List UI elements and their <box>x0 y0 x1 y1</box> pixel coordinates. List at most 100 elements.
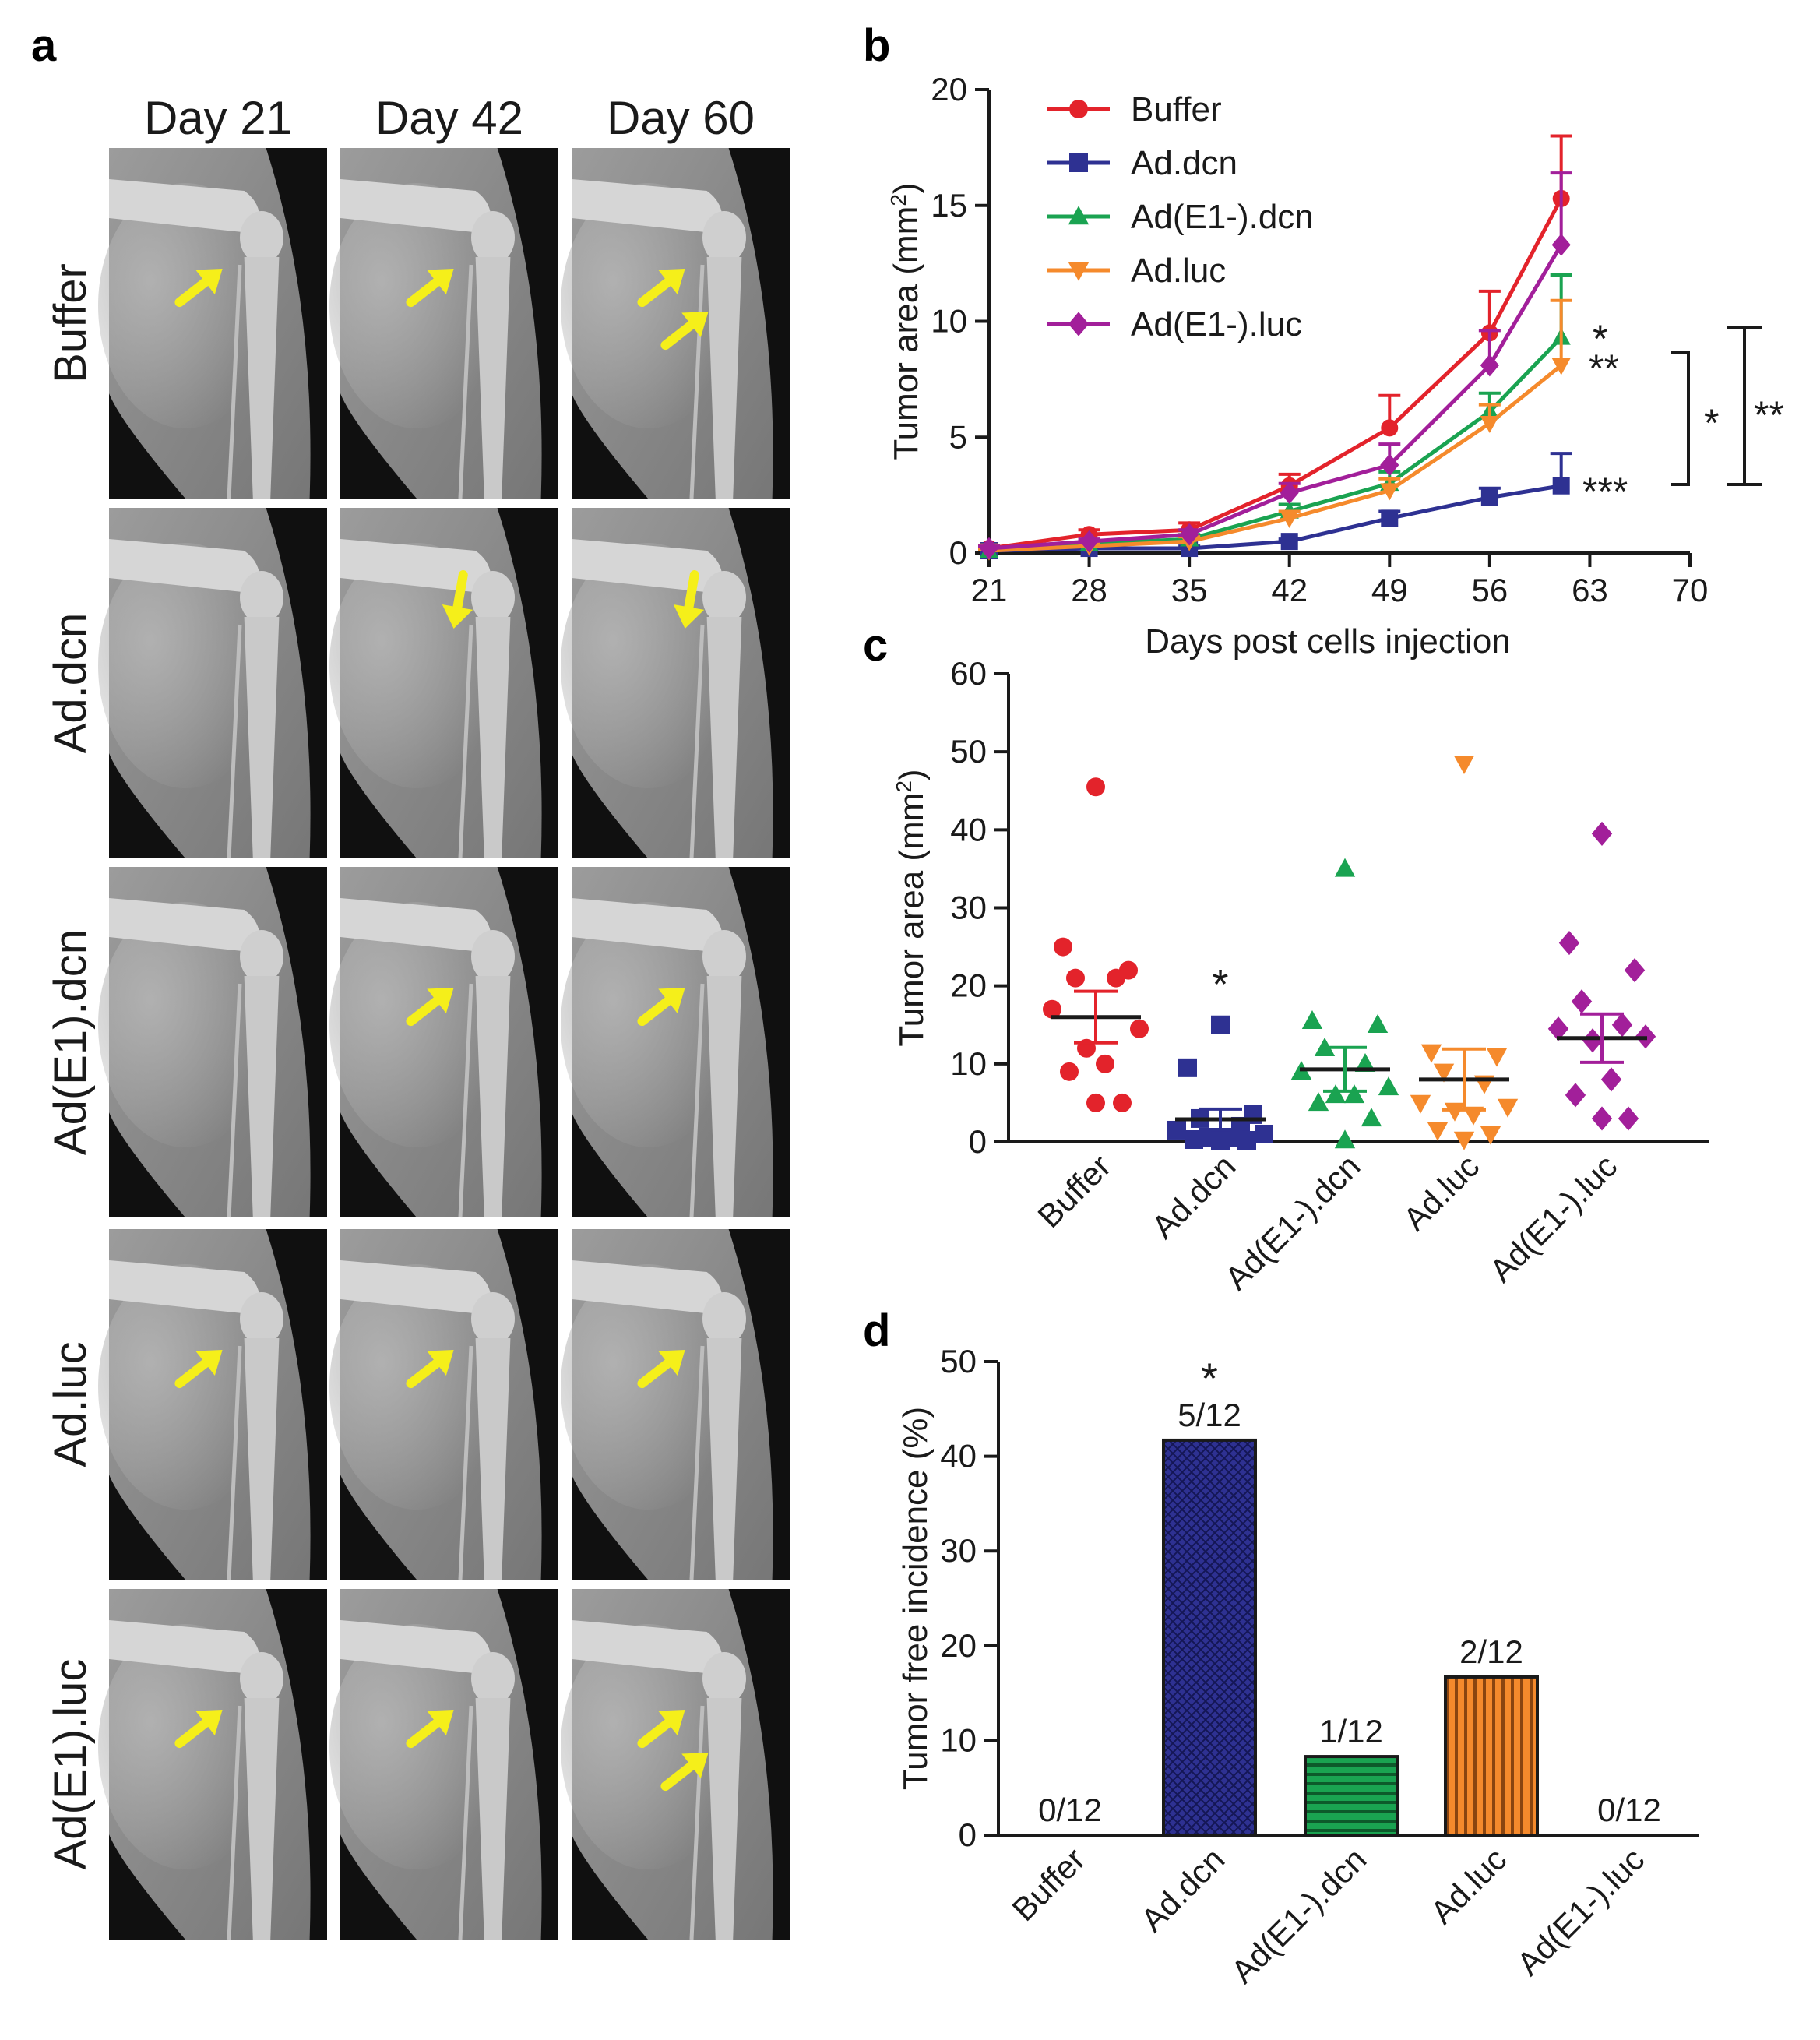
data-point <box>1060 1062 1079 1081</box>
legend-label: Ad(E1-).dcn <box>1131 198 1314 236</box>
legend-marker <box>1068 262 1090 281</box>
fibula-bone <box>458 983 473 1218</box>
legend-marker <box>1068 312 1090 336</box>
xray-image <box>98 508 327 859</box>
panel-b-letter: b <box>863 20 890 71</box>
data-point <box>1167 1120 1186 1140</box>
fibula-bone <box>227 983 242 1218</box>
femur-bone <box>109 1620 260 1675</box>
knee-joint <box>702 211 746 264</box>
tissue-glow <box>98 1264 273 1510</box>
bar-ad-luc <box>1444 1675 1539 1837</box>
data-point <box>1280 533 1298 551</box>
data-point <box>1113 1093 1132 1112</box>
data-point <box>1308 1092 1329 1112</box>
arrow-head <box>195 1710 223 1735</box>
panel-a: a Day 21 Day 42 Day 60 Buffer Ad.dcn Ad(E1).… <box>31 20 790 1940</box>
knee-joint <box>240 1652 283 1705</box>
y-tick-label: 30 <box>940 1532 977 1569</box>
tissue-glow <box>98 543 273 788</box>
series-line <box>988 244 1563 551</box>
tibia-bone <box>244 617 280 858</box>
data-point <box>1591 821 1613 846</box>
group-label: Buffer <box>45 263 96 383</box>
x-tick-label: 28 <box>1071 572 1107 608</box>
xray-image-grid <box>98 148 790 1940</box>
bar-ad-e1-dcn <box>1304 1755 1399 1837</box>
bar-label: 0/12 <box>1597 1792 1661 1828</box>
arrow-icon <box>637 988 685 1027</box>
femur-bone <box>109 898 260 953</box>
x-tick-label: Buffer <box>1030 1147 1118 1235</box>
tissue-glow <box>329 183 504 428</box>
data-point <box>1453 1131 1475 1150</box>
data-point <box>1547 1016 1569 1041</box>
data-point <box>1433 1063 1455 1083</box>
arrow-head <box>427 1710 454 1735</box>
data-point <box>1255 1124 1273 1143</box>
day-header: Day 42 <box>375 92 523 144</box>
series-line <box>988 197 1563 551</box>
y-tick-label: 0 <box>969 1123 987 1160</box>
arrow-head <box>658 1350 685 1376</box>
x-tick-label: 42 <box>1271 572 1308 608</box>
xray-image <box>561 1229 790 1580</box>
tibia-bone <box>244 1698 280 1940</box>
tibia-bone <box>706 976 742 1217</box>
tissue-glow <box>329 1624 504 1869</box>
y-tick-label: 50 <box>950 733 987 770</box>
data-point <box>1066 968 1085 988</box>
femur-bone <box>572 1620 723 1675</box>
bracket-label: * <box>1704 401 1719 445</box>
legend-label: Ad(E1-).luc <box>1131 305 1302 344</box>
femur-bone <box>572 1260 723 1315</box>
tissue-glow <box>98 1624 273 1869</box>
tibia-bone <box>475 976 511 1217</box>
x-tick-label: Ad.luc <box>1396 1147 1487 1238</box>
xray-image <box>329 867 558 1218</box>
fibula-bone <box>689 983 705 1218</box>
x-tick-label: Ad.luc <box>1424 1841 1514 1931</box>
group-label: Ad.luc <box>45 1341 96 1467</box>
arrow-head <box>658 1710 685 1735</box>
femur-bone <box>340 1260 491 1315</box>
data-point <box>1130 1019 1149 1038</box>
tissue-glow <box>98 183 273 428</box>
tissue-glow <box>561 183 735 428</box>
femur-bone <box>109 1260 260 1315</box>
group-ad-luc <box>1410 755 1519 1150</box>
data-point <box>1551 234 1571 256</box>
data-point <box>1334 1129 1356 1149</box>
y-tick-label: 20 <box>940 1627 977 1664</box>
arrow-icon <box>660 1753 709 1792</box>
y-tick-label: 30 <box>950 890 987 926</box>
arrow-icon <box>406 1350 454 1389</box>
arrow-head <box>442 604 473 629</box>
xray-image <box>98 1589 327 1940</box>
tibia-bone <box>244 257 280 499</box>
legend-label: Buffer <box>1131 90 1222 129</box>
group-label: Ad.dcn <box>45 613 96 754</box>
femur-bone <box>109 179 260 234</box>
data-point <box>1427 1122 1449 1141</box>
x-tick-label: 49 <box>1371 572 1408 608</box>
y-axis-title: Tumor free incidence (%) <box>896 1407 935 1790</box>
xray-image <box>98 1229 327 1580</box>
y-tick-label: 40 <box>940 1438 977 1475</box>
knee-joint <box>471 930 515 983</box>
tibia-bone <box>244 1338 280 1580</box>
data-point <box>1552 477 1570 495</box>
arrow-icon <box>637 1350 685 1389</box>
tibia-bone <box>706 1338 742 1580</box>
knee-joint <box>702 1292 746 1345</box>
y-axis-title: Tumor area (mm2) <box>886 182 926 460</box>
legend-marker <box>1069 153 1088 172</box>
fibula-bone <box>689 1345 705 1580</box>
group-label: Ad(E1).dcn <box>45 929 96 1155</box>
data-point <box>1480 354 1499 377</box>
arrow-head <box>195 1350 223 1376</box>
y-tick-label: 20 <box>950 967 987 1004</box>
x-tick-label: Ad(E1-).luc <box>1483 1147 1625 1289</box>
x-tick-label: 35 <box>1171 572 1208 608</box>
